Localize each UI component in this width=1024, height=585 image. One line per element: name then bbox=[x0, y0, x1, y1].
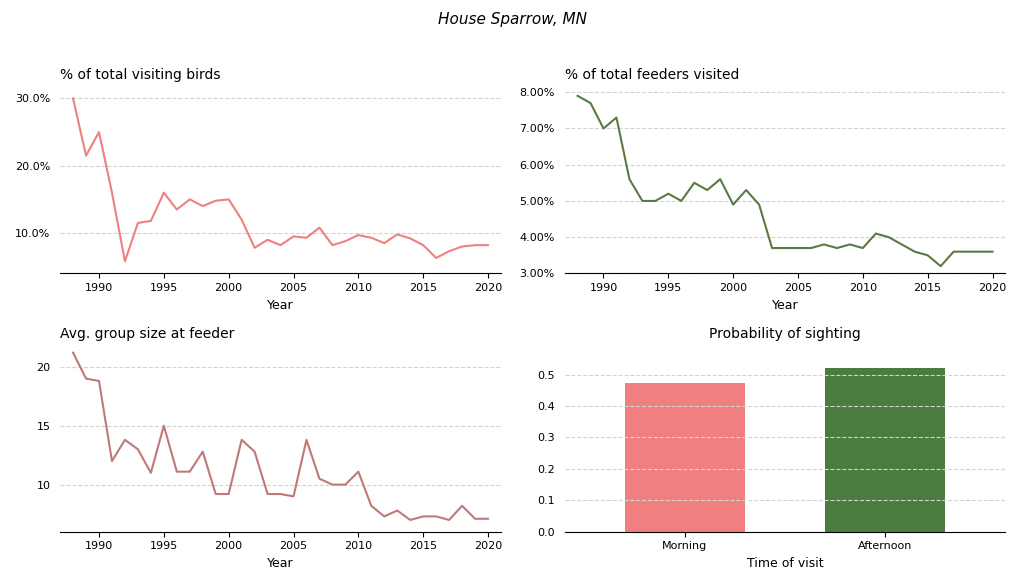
Bar bbox=[825, 369, 945, 532]
X-axis label: Time of visit: Time of visit bbox=[746, 557, 823, 570]
X-axis label: Year: Year bbox=[267, 557, 294, 570]
X-axis label: Year: Year bbox=[267, 299, 294, 312]
Title: Probability of sighting: Probability of sighting bbox=[710, 326, 861, 340]
Text: House Sparrow, MN: House Sparrow, MN bbox=[437, 12, 587, 27]
Text: % of total visiting birds: % of total visiting birds bbox=[60, 68, 220, 82]
X-axis label: Year: Year bbox=[772, 299, 799, 312]
Bar bbox=[625, 383, 745, 532]
Text: Avg. group size at feeder: Avg. group size at feeder bbox=[60, 326, 234, 340]
Text: % of total feeders visited: % of total feeders visited bbox=[564, 68, 739, 82]
